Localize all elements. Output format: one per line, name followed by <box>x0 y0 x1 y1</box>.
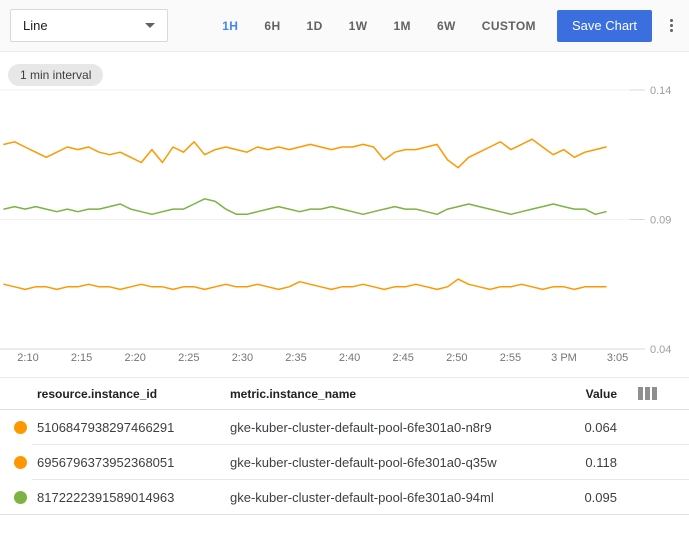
value-cell: 0.118 <box>585 455 617 470</box>
svg-text:0.09: 0.09 <box>650 215 671 227</box>
svg-text:2:25: 2:25 <box>178 352 199 364</box>
svg-text:2:20: 2:20 <box>124 352 145 364</box>
view-column-icon[interactable] <box>617 387 689 400</box>
svg-text:2:45: 2:45 <box>392 352 413 364</box>
chart-type-value: Line <box>23 18 48 33</box>
series-color-dot <box>14 421 27 434</box>
toolbar: Line 1H 6H 1D 1W 1M 6W CUSTOM Save Chart <box>0 0 689 52</box>
chart-type-select[interactable]: Line <box>10 9 168 42</box>
range-button-custom[interactable]: CUSTOM <box>469 9 549 43</box>
series-color-dot <box>14 456 27 469</box>
legend-table: resource.instance_id metric.instance_nam… <box>0 377 689 515</box>
range-button-6w[interactable]: 6W <box>424 9 469 43</box>
svg-text:2:15: 2:15 <box>71 352 92 364</box>
range-button-1w[interactable]: 1W <box>336 9 381 43</box>
line-chart[interactable]: 0.14 0.09 0.04 2:10 2:15 2:20 2:25 2:30 2:35 2:40… <box>0 52 689 370</box>
svg-text:2:35: 2:35 <box>285 352 306 364</box>
svg-text:0.14: 0.14 <box>650 85 671 97</box>
range-button-1h[interactable]: 1H <box>209 9 251 43</box>
time-range-group: 1H 6H 1D 1W 1M 6W CUSTOM Save Chart <box>209 9 679 43</box>
svg-text:2:10: 2:10 <box>17 352 38 364</box>
instance-name-cell: gke-kuber-cluster-default-pool-6fe301a0-… <box>230 455 497 470</box>
instance-name-cell: gke-kuber-cluster-default-pool-6fe301a0-… <box>230 420 492 435</box>
instance-name-cell: gke-kuber-cluster-default-pool-6fe301a0-… <box>230 490 494 505</box>
instance-id-cell: 6956796373952368051 <box>37 455 175 470</box>
column-header-instance-name: metric.instance_name <box>230 386 357 401</box>
range-button-6h[interactable]: 6H <box>251 9 293 43</box>
series-color-dot <box>14 491 27 504</box>
svg-text:2:30: 2:30 <box>232 352 253 364</box>
interval-chip[interactable]: 1 min interval <box>8 64 104 86</box>
kebab-menu-icon[interactable] <box>664 15 679 36</box>
table-row[interactable]: 5106847938297466291 gke-kuber-cluster-de… <box>0 410 689 445</box>
svg-text:0.04: 0.04 <box>650 344 671 356</box>
column-header-value: Value <box>585 386 617 401</box>
value-cell: 0.064 <box>584 420 617 435</box>
table-row[interactable]: 6956796373952368051 gke-kuber-cluster-de… <box>0 445 689 480</box>
range-button-1m[interactable]: 1M <box>380 9 423 43</box>
svg-text:3:05: 3:05 <box>607 352 628 364</box>
svg-text:3 PM: 3 PM <box>551 352 577 364</box>
column-header-instance-id: resource.instance_id <box>37 386 158 401</box>
svg-text:2:50: 2:50 <box>446 352 467 364</box>
value-cell: 0.095 <box>584 490 617 505</box>
table-row[interactable]: 8172222391589014963 gke-kuber-cluster-de… <box>0 480 689 515</box>
instance-id-cell: 8172222391589014963 <box>37 490 175 505</box>
svg-text:2:55: 2:55 <box>500 352 521 364</box>
instance-id-cell: 5106847938297466291 <box>37 420 175 435</box>
range-button-1d[interactable]: 1D <box>294 9 336 43</box>
legend-table-header: resource.instance_id metric.instance_nam… <box>0 377 689 410</box>
chevron-down-icon <box>145 23 155 28</box>
svg-text:2:40: 2:40 <box>339 352 360 364</box>
save-chart-button[interactable]: Save Chart <box>556 9 652 42</box>
